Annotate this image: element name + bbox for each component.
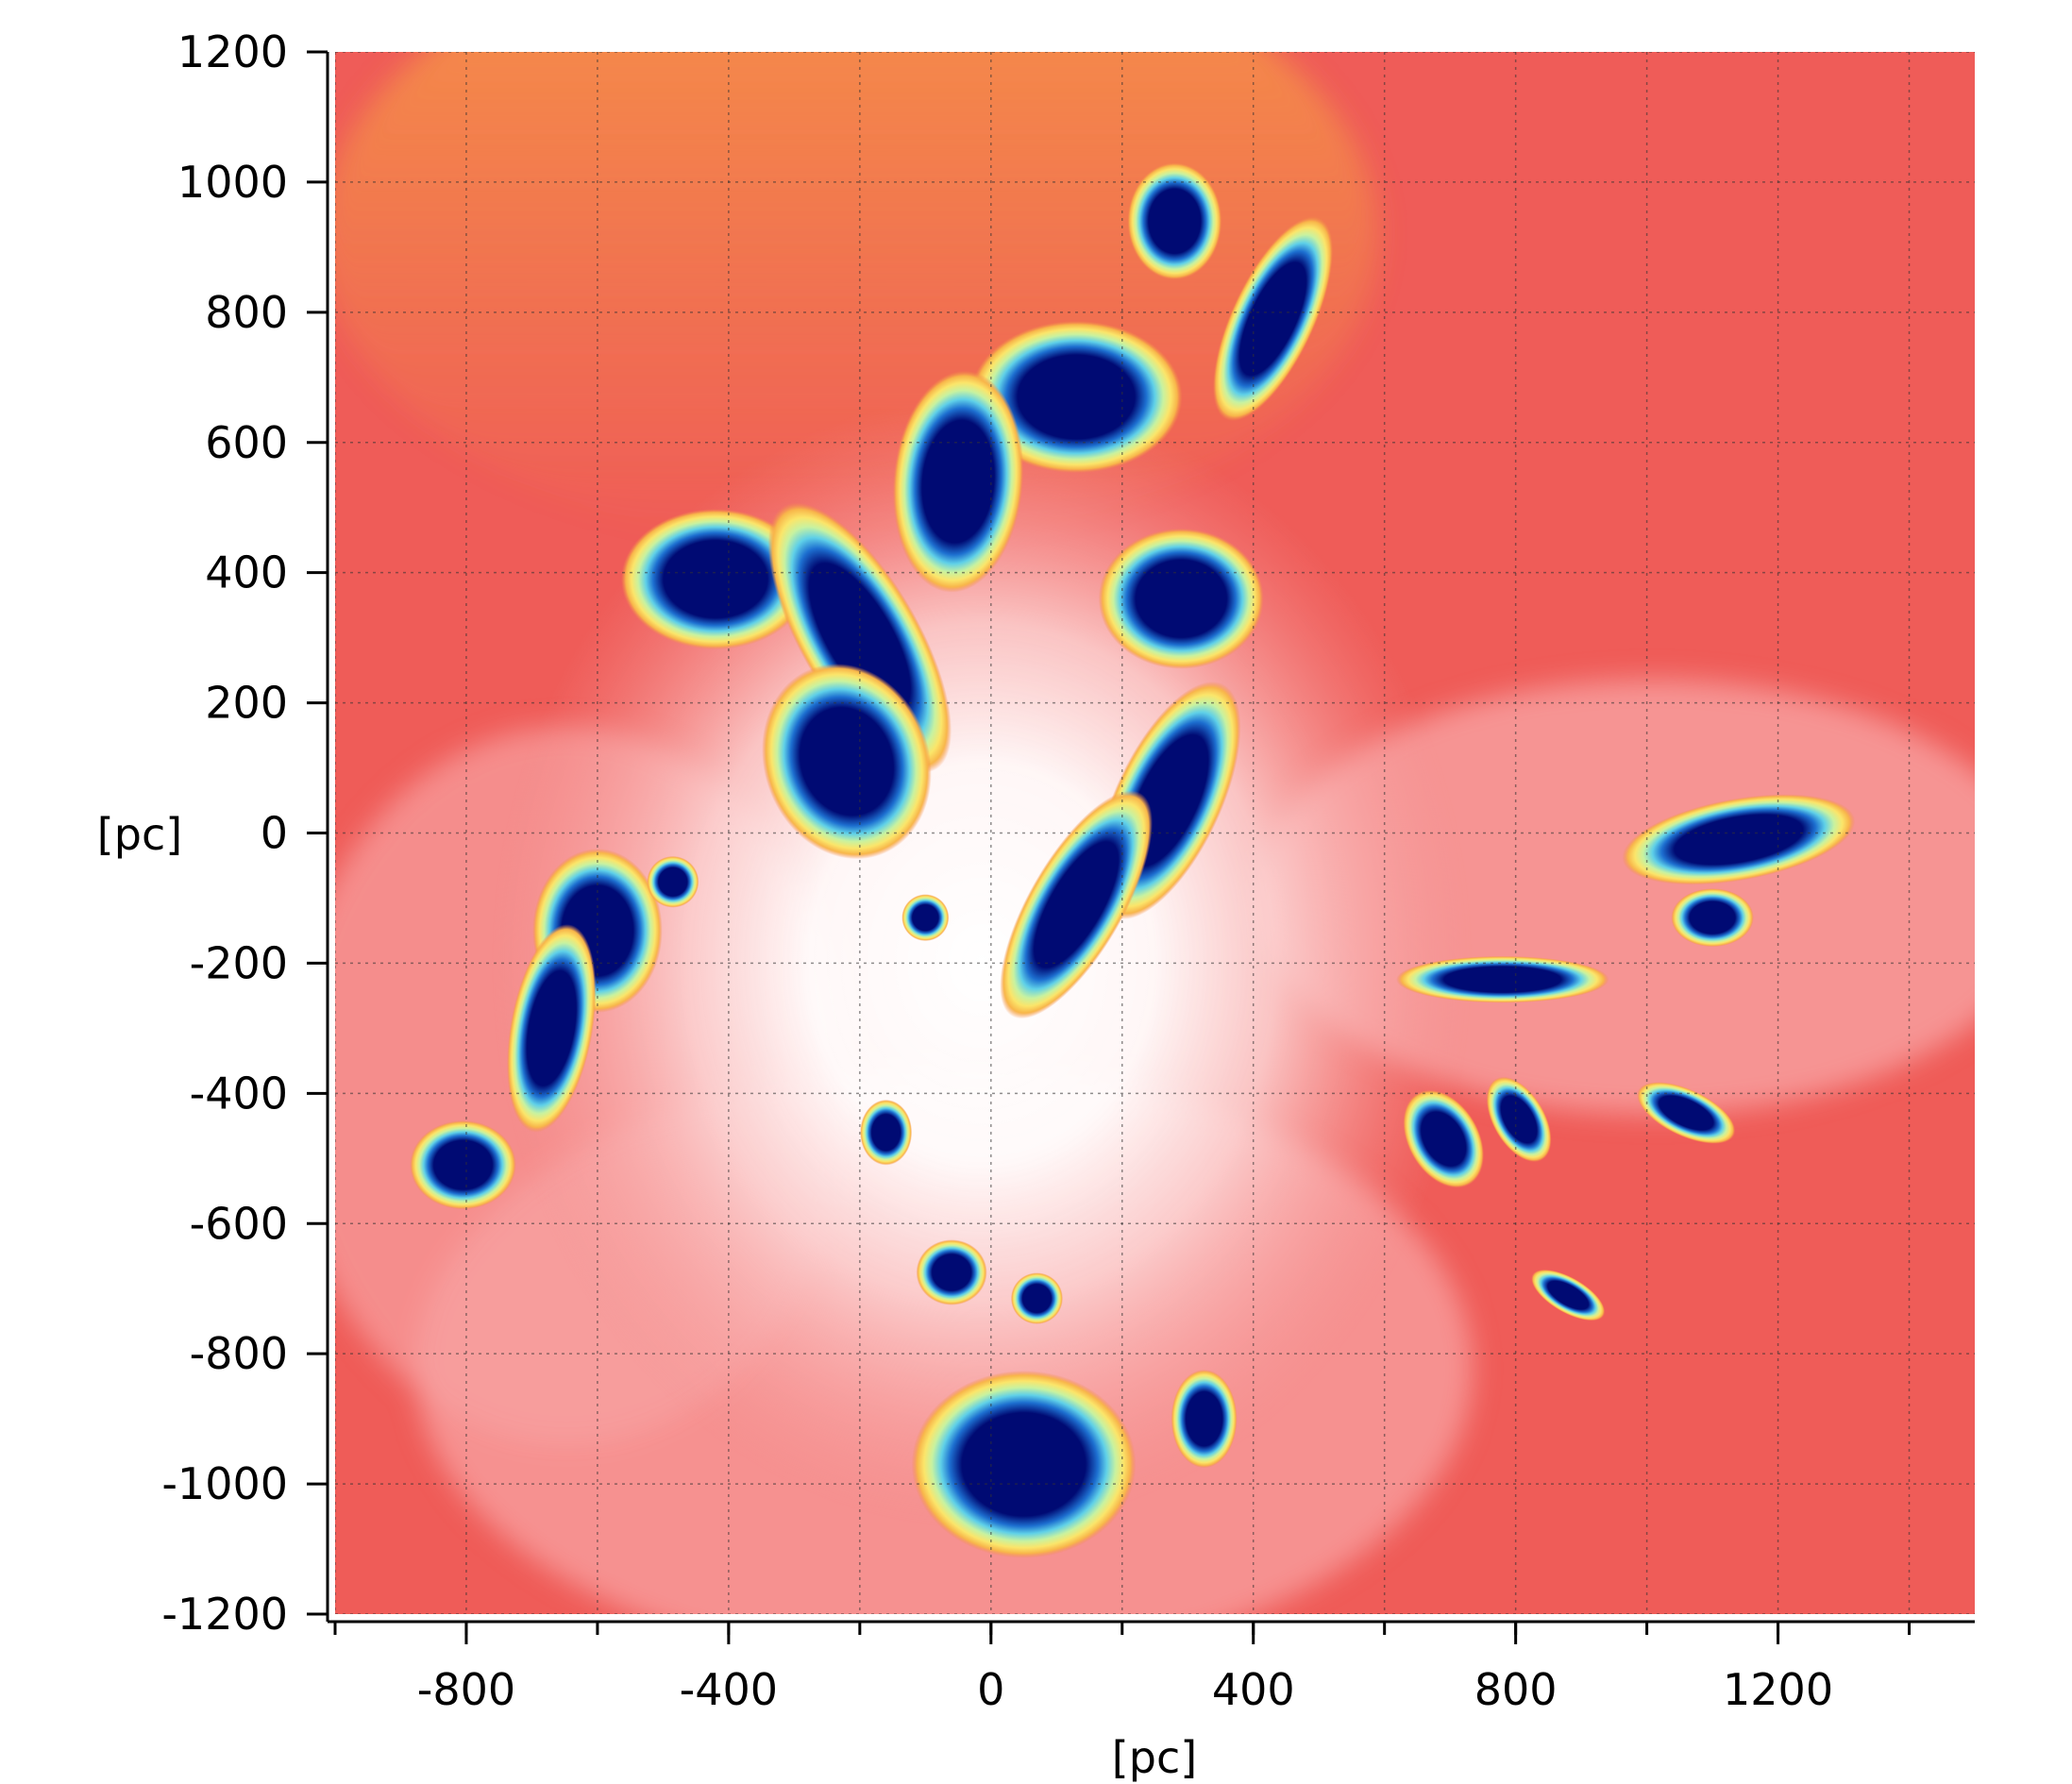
y-tick-label: 800 [205,287,288,338]
dense-region-21 [1486,1076,1552,1163]
dense-region-24 [860,1099,913,1166]
x-tick-label: 400 [1212,1664,1295,1715]
dense-region-7 [762,664,932,860]
x-tick-label: -800 [417,1664,515,1715]
x-tick-label: -400 [680,1664,778,1715]
dense-region-19 [1171,1369,1238,1469]
dense-region-group [410,162,1856,1558]
dense-region-5 [620,509,811,650]
y-tick-label: -200 [190,937,288,988]
y-tick-label: -1000 [161,1458,288,1509]
grid-lines [335,52,1975,1614]
y-tick-label: -600 [190,1198,288,1249]
y-tick-label: -400 [190,1068,288,1119]
dense-region-26 [916,1239,987,1305]
dense-region-3 [969,320,1183,474]
dense-region-2 [1212,216,1334,422]
dense-region-25 [1010,1272,1063,1324]
dense-region-23 [1531,1269,1606,1321]
y-ticks: 1200 1000 800 600 400 200 0 -200 -400 -600 -800 -10… [161,26,328,1640]
dense-region-8 [1098,528,1264,669]
x-axis-label: [pc] [1112,1732,1197,1783]
y-tick-label: 1000 [177,157,288,208]
heatmap-field [335,52,1975,1614]
dense-region-1 [1127,162,1222,280]
x-tick-label: 0 [977,1664,1004,1715]
y-tick-label: -800 [190,1328,288,1379]
y-tick-label: 1200 [177,26,288,77]
dense-region-14 [1622,794,1856,885]
x-tick-label: 1200 [1723,1664,1833,1715]
dense-region-13 [647,855,699,908]
y-tick-label: 200 [205,678,288,729]
low-density-core [491,396,1473,1529]
y-tick-label: 0 [261,808,288,859]
dense-region-15 [1671,888,1754,948]
y-tick-label: -1200 [161,1589,288,1640]
y-tick-label: 400 [205,547,288,598]
dense-region-17 [410,1120,516,1210]
dense-region-10 [1000,790,1153,1019]
dense-region-27 [901,894,950,941]
axes: 1200 1000 800 600 400 200 0 -200 -400 -600 -800 -10… [161,26,1975,1715]
dense-region-22 [1637,1082,1736,1144]
x-tick-label: 800 [1474,1664,1558,1715]
y-axis-label: [pc] [97,809,182,860]
x-ticks: -800 -400 0 400 800 1200 [333,1622,1912,1715]
y-tick-label: 600 [205,417,288,468]
dense-region-20 [1403,1089,1485,1188]
dense-region-12 [507,924,597,1133]
dense-region-18 [911,1371,1137,1558]
dense-region-16 [1396,955,1609,1003]
